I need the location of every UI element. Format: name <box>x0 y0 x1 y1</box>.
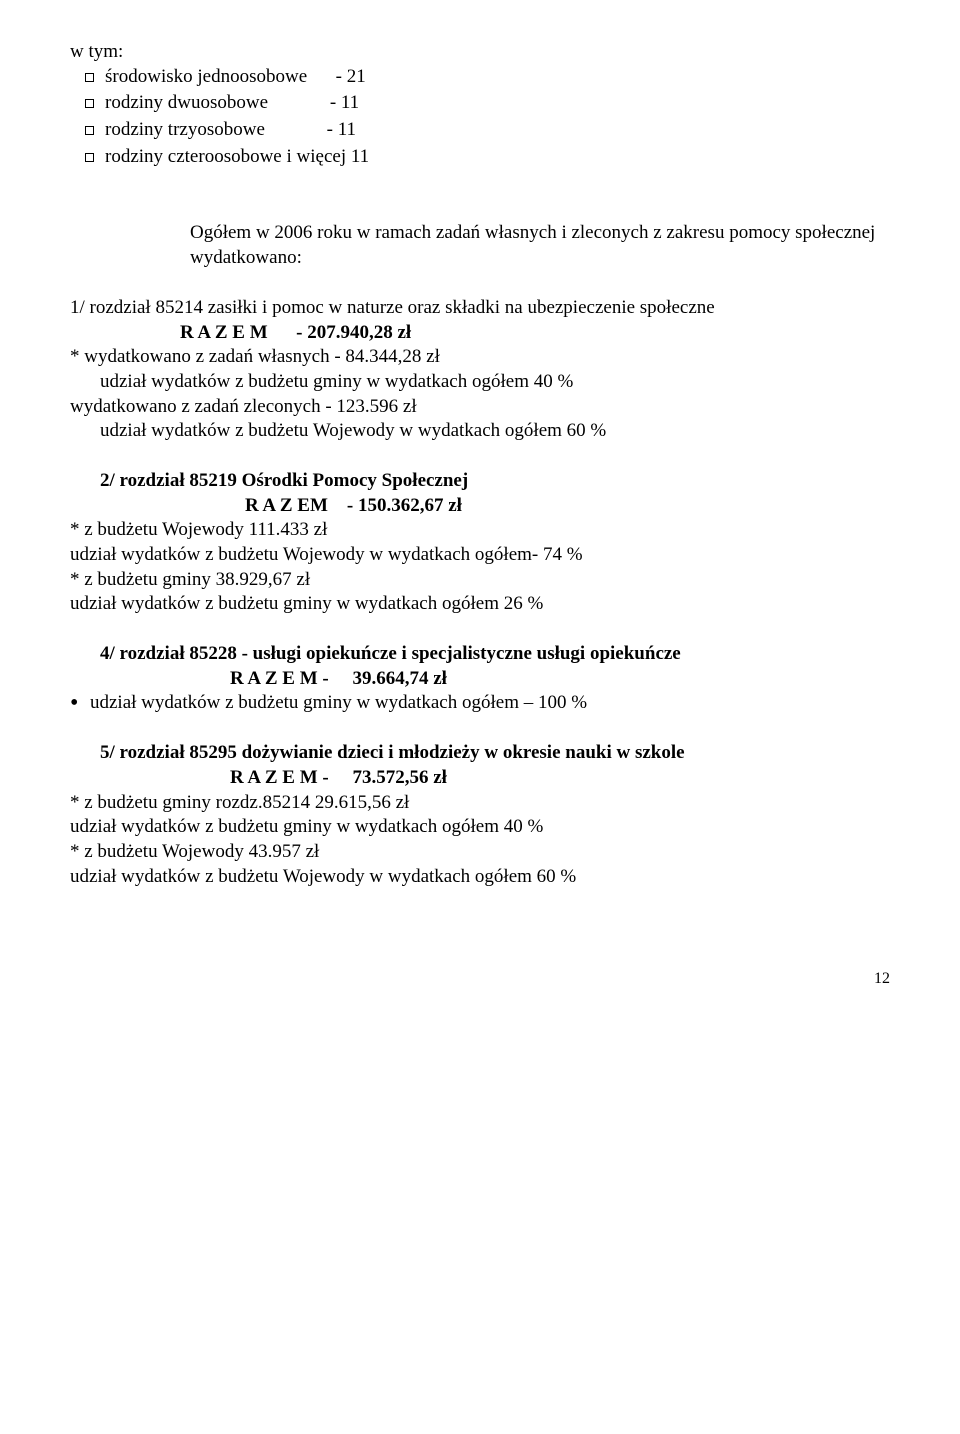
section-4-line1: udział wydatków z budżetu gminy w wydatk… <box>70 691 890 716</box>
section-2-line4: udział wydatków z budżetu gminy w wydatk… <box>70 592 890 617</box>
section-4: 4/ rozdział 85228 - usługi opiekuńcze i … <box>70 642 890 716</box>
section-4-razem: R A Z E M - 39.664,74 zł <box>230 667 890 692</box>
section-2: 2/ rozdział 85219 Ośrodki Pomocy Społecz… <box>70 469 890 617</box>
section-5-line2: udział wydatków z budżetu gminy w wydatk… <box>70 815 890 840</box>
wtym-item: środowisko jednoosobowe - 21 <box>85 65 890 90</box>
section-5: 5/ rozdział 85295 dożywianie dzieci i mł… <box>70 741 890 889</box>
section-1-line1: * wydatkowano z zadań własnych - 84.344,… <box>70 345 890 370</box>
page-number: 12 <box>70 969 890 990</box>
section-5-razem: R A Z E M - 73.572,56 zł <box>230 766 890 791</box>
wtym-heading: w tym: <box>70 40 890 65</box>
section-4-title: 4/ rozdział 85228 - usługi opiekuńcze i … <box>100 642 890 667</box>
section-5-line1: * z budżetu gminy rozdz.85214 29.615,56 … <box>70 791 890 816</box>
section-1-line2: udział wydatków z budżetu gminy w wydatk… <box>100 370 890 395</box>
section-2-line2: udział wydatków z budżetu Wojewody w wyd… <box>70 543 890 568</box>
wtym-item: rodziny czteroosobowe i więcej 11 <box>85 145 890 170</box>
section-2-razem: R A Z EM - 150.362,67 zł <box>245 494 890 519</box>
section-1: 1/ rozdział 85214 zasiłki i pomoc w natu… <box>70 296 890 444</box>
wtym-block: w tym: środowisko jednoosobowe - 21 rodz… <box>70 40 890 169</box>
section-5-line3: * z budżetu Wojewody 43.957 zł <box>70 840 890 865</box>
wtym-item: rodziny dwuosobowe - 11 <box>85 91 890 116</box>
section-1-title: 1/ rozdział 85214 zasiłki i pomoc w natu… <box>70 296 890 321</box>
section-5-line4: udział wydatków z budżetu Wojewody w wyd… <box>70 865 890 890</box>
intro-paragraph: Ogółem w 2006 roku w ramach zadań własny… <box>190 221 890 270</box>
section-5-title: 5/ rozdział 85295 dożywianie dzieci i mł… <box>100 741 890 766</box>
section-1-line4: udział wydatków z budżetu Wojewody w wyd… <box>100 419 890 444</box>
section-2-line1: * z budżetu Wojewody 111.433 zł <box>70 518 890 543</box>
section-2-line3: * z budżetu gminy 38.929,67 zł <box>70 568 890 593</box>
section-1-razem: R A Z E M - 207.940,28 zł <box>180 321 890 346</box>
section-2-title: 2/ rozdział 85219 Ośrodki Pomocy Społecz… <box>100 469 890 494</box>
section-1-line3: wydatkowano z zadań zleconych - 123.596 … <box>70 395 890 420</box>
wtym-item: rodziny trzyosobowe - 11 <box>85 118 890 143</box>
